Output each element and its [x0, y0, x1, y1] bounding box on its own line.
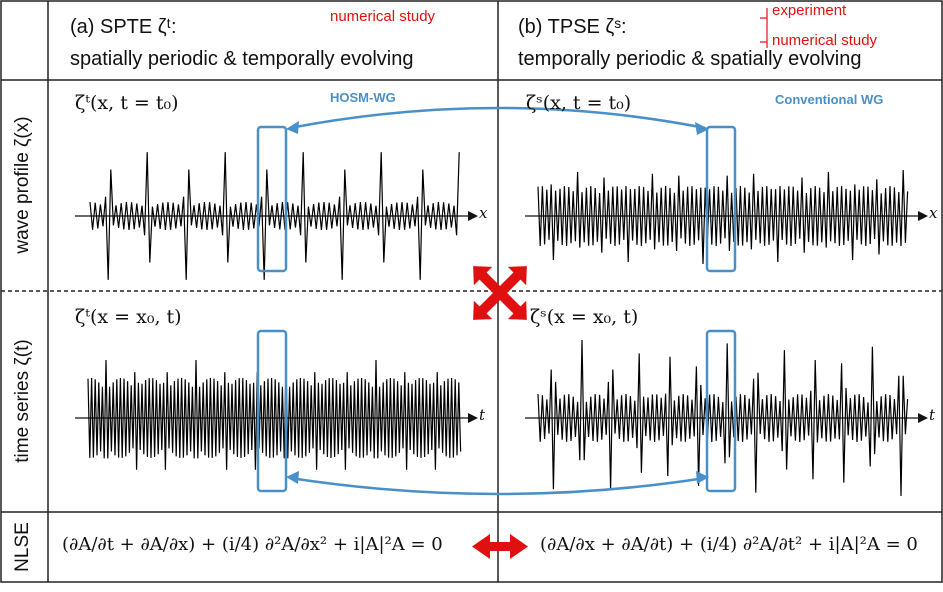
note-bracket: [760, 8, 768, 48]
conventional-wg-label: Conventional WG: [775, 92, 884, 107]
row-label-time-series: time series ζ(t): [12, 339, 33, 463]
axes: [75, 215, 918, 419]
axis-label-x-a: x: [479, 204, 488, 222]
panel-a-series-title: ζᵗ(x = x₀, t): [75, 306, 182, 328]
col-b-note-experiment: experiment: [772, 2, 847, 19]
highlight-box-a-series: [256, 329, 288, 493]
nlse-equation-b: (∂A/∂x + ∂A/∂t) + (i/4) ∂²A/∂t² + i|A|²A…: [540, 534, 918, 555]
highlight-box-b-profile: [705, 125, 737, 273]
axis-label-t-a: t: [479, 406, 486, 424]
arc-bottom: [289, 476, 706, 496]
row-label-nlse: NLSE: [12, 522, 33, 572]
nlse-equation-a: (∂A/∂t + ∂A/∂x) + (i/4) ∂²A/∂x² + i|A|²A…: [62, 534, 443, 555]
panel-b-series-title: ζˢ(x = x₀, t): [530, 306, 639, 328]
axis-arrowheads: [468, 211, 928, 423]
col-b-note-numerical: numerical study: [772, 32, 878, 49]
col-a-subtitle: spatially periodic & temporally evolving: [70, 48, 414, 70]
red-cross-arrows-icon: [473, 266, 527, 320]
col-b-subtitle: temporally periodic & spatially evolving: [518, 48, 862, 70]
col-a-title: (a) SPTE ζᵗ:: [70, 16, 177, 38]
red-double-arrow-icon: [472, 534, 528, 559]
axis-label-t-b: t: [929, 406, 936, 424]
panel-a-profile-title: ζᵗ(x, t = t₀): [75, 92, 179, 114]
wave-a-series: [87, 359, 462, 470]
highlight-box-a-profile: [256, 125, 288, 273]
wave-b-profile: [537, 169, 909, 265]
wave-b-series: [537, 339, 909, 497]
arc-arrowheads: [286, 121, 709, 484]
highlight-boxes: [256, 125, 737, 493]
axis-label-x-b: x: [929, 204, 938, 222]
row-label-wave-profile: wave profile ζ(x): [12, 116, 33, 254]
col-a-note: numerical study: [330, 8, 436, 25]
connecting-arcs: [289, 106, 706, 496]
col-b-title: (b) TPSE ζˢ:: [518, 16, 627, 38]
panel-b-profile-title: ζˢ(x, t = t₀): [526, 92, 632, 114]
highlight-box-b-series: [705, 329, 737, 493]
hosm-wg-label: HOSM-WG: [330, 90, 396, 105]
arc-top: [289, 106, 706, 130]
wave-a-profile: [89, 152, 460, 280]
